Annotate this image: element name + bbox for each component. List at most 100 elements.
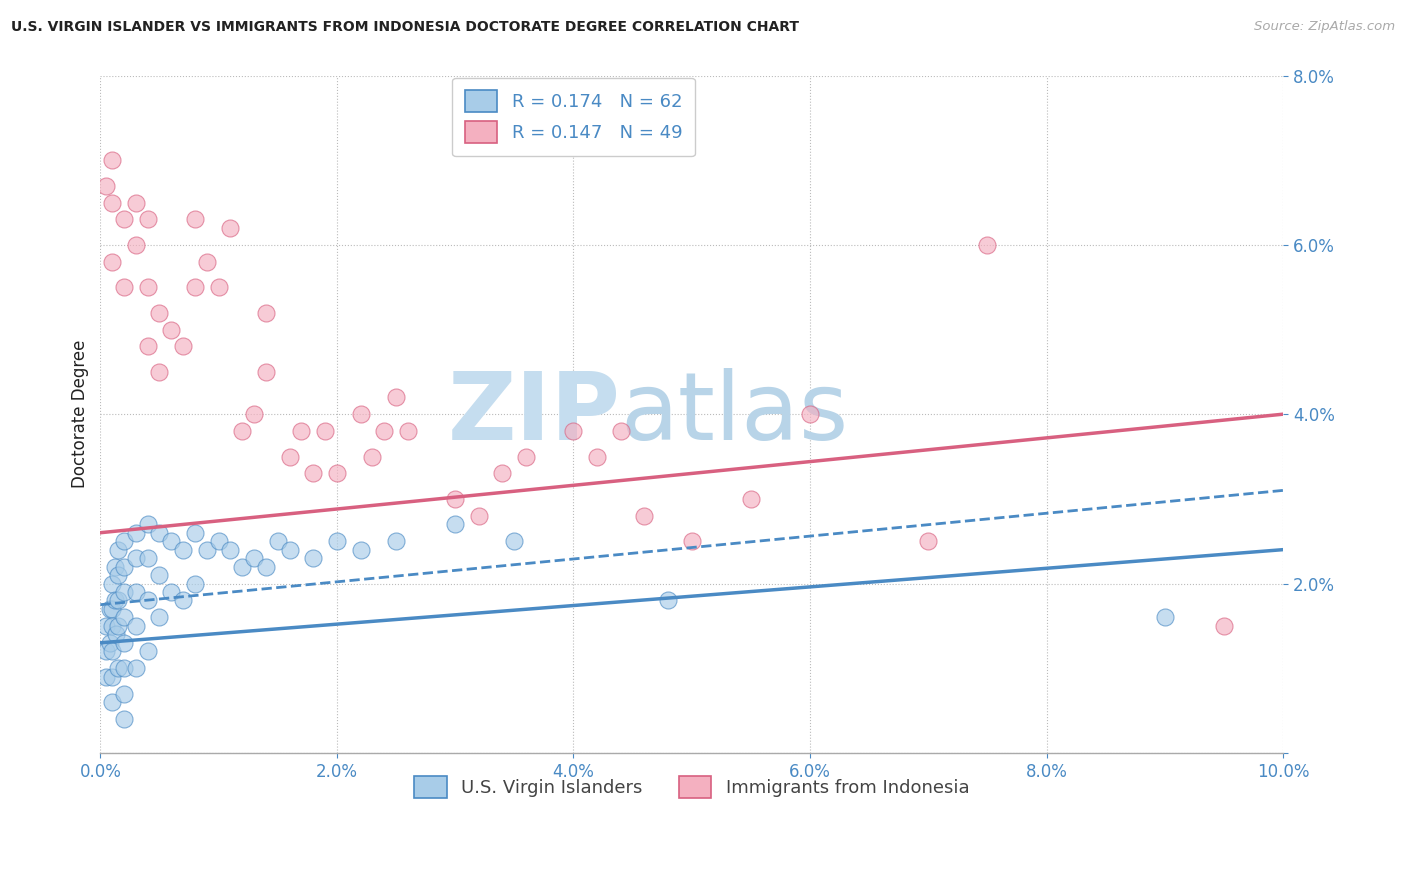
Point bbox=[468, 508, 491, 523]
Y-axis label: Doctorate Degree: Doctorate Degree bbox=[72, 340, 89, 489]
Point bbox=[101, 195, 124, 210]
Point bbox=[172, 339, 194, 353]
Point bbox=[125, 661, 148, 675]
Point bbox=[107, 661, 129, 675]
Point bbox=[254, 305, 277, 319]
Point bbox=[302, 551, 325, 566]
Point bbox=[125, 619, 148, 633]
Point bbox=[112, 559, 135, 574]
Point bbox=[184, 576, 207, 591]
Point bbox=[125, 237, 148, 252]
Point bbox=[101, 695, 124, 709]
Point bbox=[103, 593, 125, 607]
Point bbox=[98, 602, 121, 616]
Point bbox=[609, 424, 631, 438]
Point bbox=[112, 712, 135, 726]
Point bbox=[254, 365, 277, 379]
Point bbox=[349, 407, 371, 421]
Point bbox=[243, 551, 266, 566]
Point bbox=[136, 551, 159, 566]
Point bbox=[125, 551, 148, 566]
Point bbox=[195, 254, 218, 268]
Point bbox=[96, 670, 118, 684]
Point bbox=[207, 534, 229, 549]
Point bbox=[148, 610, 170, 624]
Point bbox=[278, 450, 301, 464]
Point bbox=[231, 424, 253, 438]
Point bbox=[112, 585, 135, 599]
Point bbox=[136, 593, 159, 607]
Point bbox=[172, 593, 194, 607]
Point bbox=[112, 280, 135, 294]
Text: atlas: atlas bbox=[620, 368, 849, 460]
Point bbox=[184, 525, 207, 540]
Point bbox=[160, 534, 183, 549]
Text: ZIP: ZIP bbox=[449, 368, 620, 460]
Point bbox=[681, 534, 703, 549]
Point bbox=[657, 593, 679, 607]
Point bbox=[503, 534, 526, 549]
Point bbox=[195, 542, 218, 557]
Point bbox=[112, 534, 135, 549]
Point bbox=[104, 627, 127, 641]
Point bbox=[326, 534, 349, 549]
Point bbox=[444, 491, 467, 506]
Point bbox=[491, 467, 513, 481]
Point bbox=[160, 322, 183, 336]
Point bbox=[302, 467, 325, 481]
Point bbox=[148, 525, 170, 540]
Point bbox=[101, 670, 124, 684]
Point bbox=[148, 365, 170, 379]
Text: U.S. VIRGIN ISLANDER VS IMMIGRANTS FROM INDONESIA DOCTORATE DEGREE CORRELATION C: U.S. VIRGIN ISLANDER VS IMMIGRANTS FROM … bbox=[11, 20, 799, 34]
Point bbox=[349, 542, 371, 557]
Point bbox=[314, 424, 336, 438]
Point bbox=[103, 559, 125, 574]
Point bbox=[107, 593, 129, 607]
Point bbox=[586, 450, 609, 464]
Point bbox=[136, 644, 159, 658]
Point bbox=[385, 534, 408, 549]
Point bbox=[172, 542, 194, 557]
Point bbox=[1212, 619, 1234, 633]
Point bbox=[107, 542, 129, 557]
Point bbox=[740, 491, 762, 506]
Point bbox=[184, 280, 207, 294]
Point bbox=[101, 619, 124, 633]
Point bbox=[799, 407, 821, 421]
Point bbox=[396, 424, 419, 438]
Point bbox=[96, 178, 118, 193]
Point bbox=[148, 568, 170, 582]
Point bbox=[136, 339, 159, 353]
Point bbox=[101, 602, 124, 616]
Point bbox=[136, 212, 159, 227]
Point bbox=[976, 237, 998, 252]
Text: Source: ZipAtlas.com: Source: ZipAtlas.com bbox=[1254, 20, 1395, 33]
Point bbox=[243, 407, 266, 421]
Point bbox=[207, 280, 229, 294]
Point bbox=[112, 636, 135, 650]
Point bbox=[101, 153, 124, 168]
Point bbox=[148, 305, 170, 319]
Point bbox=[101, 644, 124, 658]
Legend: U.S. Virgin Islanders, Immigrants from Indonesia: U.S. Virgin Islanders, Immigrants from I… bbox=[406, 768, 976, 805]
Point bbox=[278, 542, 301, 557]
Point bbox=[267, 534, 290, 549]
Point bbox=[373, 424, 395, 438]
Point bbox=[101, 254, 124, 268]
Point bbox=[136, 280, 159, 294]
Point bbox=[96, 619, 118, 633]
Point bbox=[125, 195, 148, 210]
Point bbox=[112, 661, 135, 675]
Point bbox=[125, 525, 148, 540]
Point bbox=[633, 508, 655, 523]
Point bbox=[112, 212, 135, 227]
Point bbox=[112, 687, 135, 701]
Point bbox=[98, 636, 121, 650]
Point bbox=[917, 534, 939, 549]
Point bbox=[444, 517, 467, 532]
Point bbox=[101, 576, 124, 591]
Point bbox=[136, 517, 159, 532]
Point bbox=[107, 619, 129, 633]
Point bbox=[326, 467, 349, 481]
Point bbox=[96, 644, 118, 658]
